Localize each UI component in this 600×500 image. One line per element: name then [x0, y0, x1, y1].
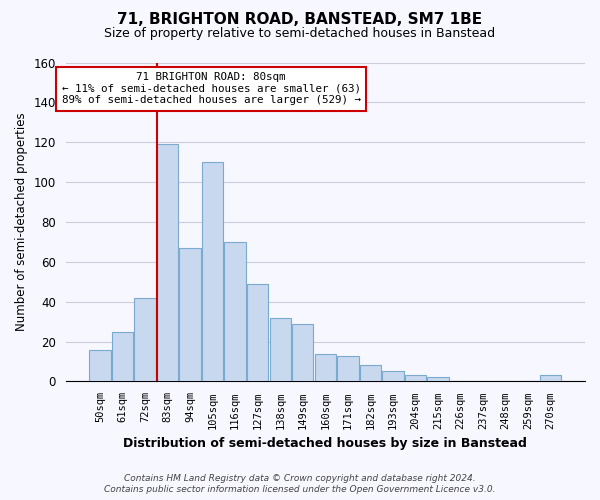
Text: Size of property relative to semi-detached houses in Banstead: Size of property relative to semi-detach…	[104, 28, 496, 40]
Bar	[112, 332, 133, 382]
Bar	[427, 378, 449, 382]
X-axis label: Distribution of semi-detached houses by size in Banstead: Distribution of semi-detached houses by …	[124, 437, 527, 450]
Bar	[134, 298, 156, 382]
Bar	[337, 356, 359, 382]
Y-axis label: Number of semi-detached properties: Number of semi-detached properties	[15, 112, 28, 332]
Bar	[540, 376, 562, 382]
Bar	[269, 318, 291, 382]
Bar	[405, 376, 426, 382]
Bar	[179, 248, 201, 382]
Bar	[157, 144, 178, 382]
Text: 71 BRIGHTON ROAD: 80sqm
← 11% of semi-detached houses are smaller (63)
89% of se: 71 BRIGHTON ROAD: 80sqm ← 11% of semi-de…	[62, 72, 361, 106]
Bar	[247, 284, 268, 382]
Bar	[292, 324, 313, 382]
Text: Contains HM Land Registry data © Crown copyright and database right 2024.
Contai: Contains HM Land Registry data © Crown c…	[104, 474, 496, 494]
Bar	[89, 350, 110, 382]
Bar	[359, 366, 381, 382]
Bar	[202, 162, 223, 382]
Text: 71, BRIGHTON ROAD, BANSTEAD, SM7 1BE: 71, BRIGHTON ROAD, BANSTEAD, SM7 1BE	[118, 12, 482, 26]
Bar	[382, 372, 404, 382]
Bar	[314, 354, 336, 382]
Bar	[224, 242, 246, 382]
